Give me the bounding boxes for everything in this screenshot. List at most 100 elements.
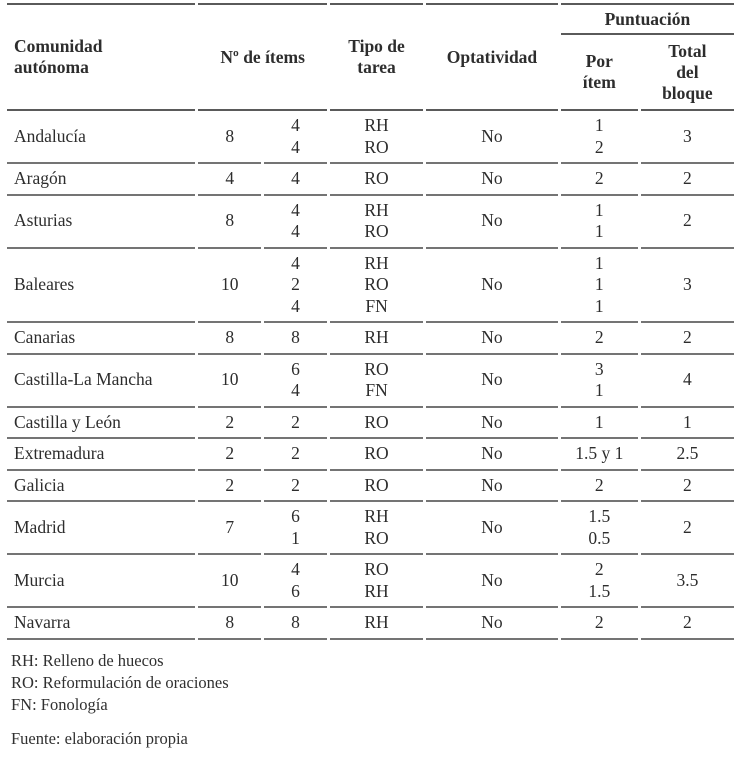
header-total-label: Total del bloque bbox=[662, 40, 713, 103]
header-puntuacion: Puntuación bbox=[560, 3, 734, 35]
cell-line: 6 bbox=[291, 506, 300, 526]
header-tipo-de-tarea: Tipo de tarea bbox=[329, 3, 424, 111]
table-row: Aragón 4 4 RO No 2 2 bbox=[7, 164, 734, 196]
cell-optatividad: No bbox=[426, 608, 558, 640]
cell-comunidad: Andalucía bbox=[7, 111, 196, 164]
cell-total: 3.5 bbox=[640, 555, 734, 608]
cell-optatividad: No bbox=[426, 164, 558, 196]
cell-line: 1 bbox=[594, 295, 604, 316]
cell-line: 1 bbox=[291, 527, 300, 548]
cell-por-item: 2 bbox=[560, 608, 638, 640]
cell-line: 4 bbox=[291, 168, 300, 188]
cell-tipo: RO bbox=[329, 164, 424, 196]
cell-breakdown: 8 bbox=[264, 323, 327, 355]
header-comunidad-autonoma: Comunidad autónoma bbox=[7, 3, 196, 111]
cell-line: 1.5 bbox=[588, 580, 611, 601]
cell-line: 4 bbox=[291, 115, 300, 135]
cell-line: RO bbox=[364, 358, 389, 379]
cell-line: RO bbox=[364, 168, 389, 188]
table-body: Andalucía 8 4 4 RH RO No 1 2 3 Aragón 4 4 RO No 2 2 Astur… bbox=[7, 111, 734, 640]
cell-comunidad: Extremadura bbox=[7, 439, 196, 471]
cell-por-item: 2 bbox=[560, 323, 638, 355]
cell-line: 1 bbox=[594, 380, 604, 400]
cell-line: 2 bbox=[594, 612, 604, 632]
cell-optatividad: No bbox=[426, 249, 558, 323]
cell-total: 2 bbox=[640, 164, 734, 196]
cell-line: RO bbox=[364, 136, 389, 157]
cell-line: 8 bbox=[291, 612, 300, 632]
cell-por-item: 2 bbox=[560, 164, 638, 196]
cell-line: 2 bbox=[291, 411, 300, 432]
cell-line: RH bbox=[364, 252, 389, 273]
cell-total: 2 bbox=[640, 608, 734, 640]
cell-comunidad: Galicia bbox=[7, 471, 196, 502]
cell-line: 2 bbox=[291, 443, 300, 463]
cell-line: 3 bbox=[594, 358, 604, 379]
header-optatividad: Optatividad bbox=[426, 3, 558, 111]
cell-line: RH bbox=[364, 612, 389, 632]
cell-comunidad: Murcia bbox=[7, 555, 196, 608]
cell-breakdown: 2 bbox=[264, 439, 327, 471]
cell-line: 1 bbox=[594, 115, 604, 135]
table-row: Canarias 8 8 RH No 2 2 bbox=[7, 323, 734, 355]
cell-breakdown: 4 bbox=[264, 164, 327, 196]
cell-optatividad: No bbox=[426, 323, 558, 355]
cell-optatividad: No bbox=[426, 111, 558, 164]
footnote-line: RH: Relleno de huecos bbox=[11, 650, 164, 670]
cell-n-items: 2 bbox=[198, 471, 262, 502]
cell-tipo: RO bbox=[329, 471, 424, 502]
cell-line: 8 bbox=[291, 327, 300, 347]
cell-line: 1 bbox=[594, 411, 604, 432]
scoring-table: Comunidad autónoma Nº de ítems Tipo de t… bbox=[4, 3, 737, 640]
cell-tipo: RH RO bbox=[329, 111, 424, 164]
cell-n-items: 8 bbox=[198, 323, 262, 355]
cell-optatividad: No bbox=[426, 471, 558, 502]
cell-line: 4 bbox=[291, 199, 300, 220]
cell-line: RH bbox=[364, 199, 389, 220]
cell-line: 4 bbox=[291, 136, 300, 157]
table-header: Comunidad autónoma Nº de ítems Tipo de t… bbox=[7, 3, 734, 111]
cell-total: 2 bbox=[640, 323, 734, 355]
cell-por-item: 1.5 0.5 bbox=[560, 502, 638, 555]
cell-por-item: 2 1.5 bbox=[560, 555, 638, 608]
cell-line: 2 bbox=[594, 559, 604, 579]
cell-line: 4 bbox=[291, 380, 300, 400]
cell-line: 4 bbox=[291, 252, 300, 273]
cell-line: 6 bbox=[291, 358, 300, 379]
cell-por-item: 2 bbox=[560, 471, 638, 502]
cell-line: RO bbox=[364, 411, 389, 432]
cell-comunidad: Baleares bbox=[7, 249, 196, 323]
cell-line: 2 bbox=[594, 168, 604, 188]
header-n-items: Nº de ítems bbox=[198, 3, 327, 111]
header-por-item-label: Por ítem bbox=[582, 51, 616, 92]
cell-optatividad: No bbox=[426, 355, 558, 408]
cell-line: RO bbox=[364, 527, 389, 548]
cell-por-item: 1.5 y 1 bbox=[560, 439, 638, 471]
table-row: Baleares 10 4 2 4 RH RO FN No 1 1 1 3 bbox=[7, 249, 734, 323]
cell-n-items: 2 bbox=[198, 439, 262, 471]
cell-n-items: 10 bbox=[198, 355, 262, 408]
cell-tipo: RH bbox=[329, 608, 424, 640]
cell-comunidad: Asturias bbox=[7, 196, 196, 249]
cell-line: 2 bbox=[291, 274, 300, 294]
cell-total: 2.5 bbox=[640, 439, 734, 471]
cell-tipo: RH RO bbox=[329, 196, 424, 249]
footnote-line: RO: Reformulación de oraciones bbox=[11, 672, 229, 692]
table-row: Navarra 8 8 RH No 2 2 bbox=[7, 608, 734, 640]
cell-total: 2 bbox=[640, 196, 734, 249]
cell-line: 1 bbox=[594, 221, 604, 241]
cell-line: FN bbox=[365, 295, 388, 316]
header-total-del-bloque: Total del bloque bbox=[640, 35, 734, 111]
source-note: Fuente: elaboración propia bbox=[11, 728, 188, 748]
cell-line: 2 bbox=[594, 327, 604, 347]
cell-comunidad: Castilla y León bbox=[7, 408, 196, 439]
cell-optatividad: No bbox=[426, 555, 558, 608]
table-row: Andalucía 8 4 4 RH RO No 1 2 3 bbox=[7, 111, 734, 164]
footnote-line: FN: Fonología bbox=[11, 694, 108, 714]
cell-total: 1 bbox=[640, 408, 734, 439]
table-row: Madrid 7 6 1 RH RO No 1.5 0.5 2 bbox=[7, 502, 734, 555]
